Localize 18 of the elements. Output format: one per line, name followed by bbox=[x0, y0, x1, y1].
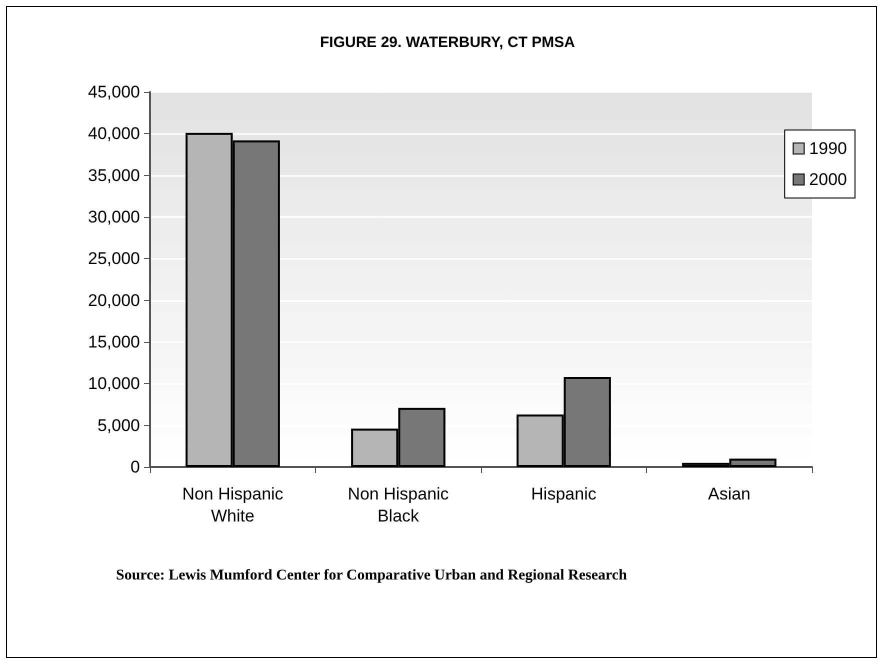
y-tick-label: 5,000 bbox=[97, 416, 140, 435]
y-tick-label: 25,000 bbox=[88, 249, 140, 268]
x-tick-label: Asian bbox=[708, 484, 751, 504]
chart-title: FIGURE 29. WATERBURY, CT PMSA bbox=[320, 34, 576, 51]
y-tick-label: 10,000 bbox=[88, 374, 140, 394]
source-note: Source: Lewis Mumford Center for Comparative Urban and Regional Research bbox=[116, 568, 628, 584]
x-tick-label: Non Hispanic White bbox=[182, 484, 284, 526]
y-tick-label: 0 bbox=[130, 458, 140, 476]
x-tick-label: Hispanic bbox=[531, 484, 597, 504]
y-tick-label: 40,000 bbox=[88, 124, 140, 144]
y-tick-label: 30,000 bbox=[88, 208, 140, 226]
legend-label: 2000 bbox=[809, 170, 848, 189]
y-tick-label: 15,000 bbox=[88, 332, 140, 352]
x-tick-label: Non Hispanic Black bbox=[348, 484, 450, 526]
y-tick-label: 20,000 bbox=[88, 290, 140, 310]
y-tick-label: 45,000 bbox=[88, 82, 140, 102]
legend-label: 1990 bbox=[809, 139, 848, 158]
y-tick-label: 35,000 bbox=[88, 166, 140, 185]
